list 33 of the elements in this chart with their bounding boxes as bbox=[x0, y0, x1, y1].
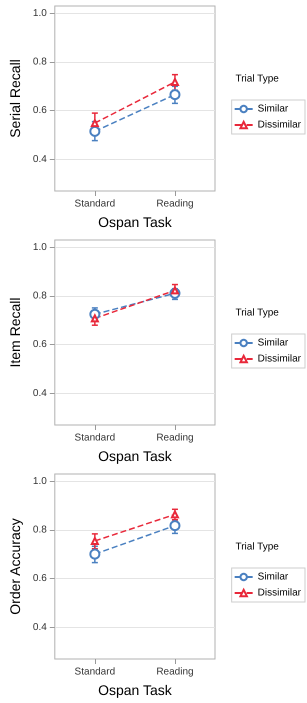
x-tick-label: Reading bbox=[156, 666, 194, 678]
x-tick-label: Standard bbox=[74, 666, 116, 678]
y-axis-title: Order Accuracy bbox=[7, 518, 23, 615]
y-tick-label: 0.4 bbox=[32, 388, 48, 399]
x-axis-title: Ospan Task bbox=[98, 448, 173, 464]
x-tick-label: Reading bbox=[156, 198, 194, 210]
y-tick-label: 1.0 bbox=[32, 8, 48, 19]
legend-label: Similar bbox=[258, 104, 289, 114]
legend-label: Dissimilar bbox=[258, 354, 302, 364]
y-tick-label: 1.0 bbox=[32, 476, 48, 487]
y-tick-label: 0.6 bbox=[32, 105, 48, 116]
y-tick-label: 0.8 bbox=[32, 290, 48, 302]
legend-label: Dissimilar bbox=[258, 120, 302, 130]
y-tick-label: 0.4 bbox=[32, 154, 48, 165]
legend-title: Trial Type bbox=[235, 308, 280, 318]
y-tick-label: 0.8 bbox=[32, 56, 48, 68]
y-tick-label: 1.0 bbox=[32, 242, 48, 253]
x-axis-title: Ospan Task bbox=[98, 214, 173, 230]
y-axis-title: Serial Recall bbox=[7, 59, 23, 138]
legend-label: Dissimilar bbox=[258, 588, 302, 598]
y-axis-title: Item Recall bbox=[7, 297, 23, 368]
y-tick-label: 0.6 bbox=[32, 339, 48, 350]
x-tick-label: Reading bbox=[156, 432, 194, 444]
legend-title: Trial Type bbox=[235, 74, 280, 84]
legend-label: Similar bbox=[258, 572, 289, 582]
x-axis-title: Ospan Task bbox=[98, 682, 173, 698]
x-tick-label: Standard bbox=[74, 432, 116, 444]
y-tick-label: 0.6 bbox=[32, 573, 48, 584]
legend-title: Trial Type bbox=[235, 542, 280, 552]
y-tick-label: 0.4 bbox=[32, 622, 48, 633]
y-tick-label: 0.8 bbox=[32, 524, 48, 536]
x-tick-label: Standard bbox=[74, 198, 116, 210]
legend-label: Similar bbox=[258, 338, 289, 348]
